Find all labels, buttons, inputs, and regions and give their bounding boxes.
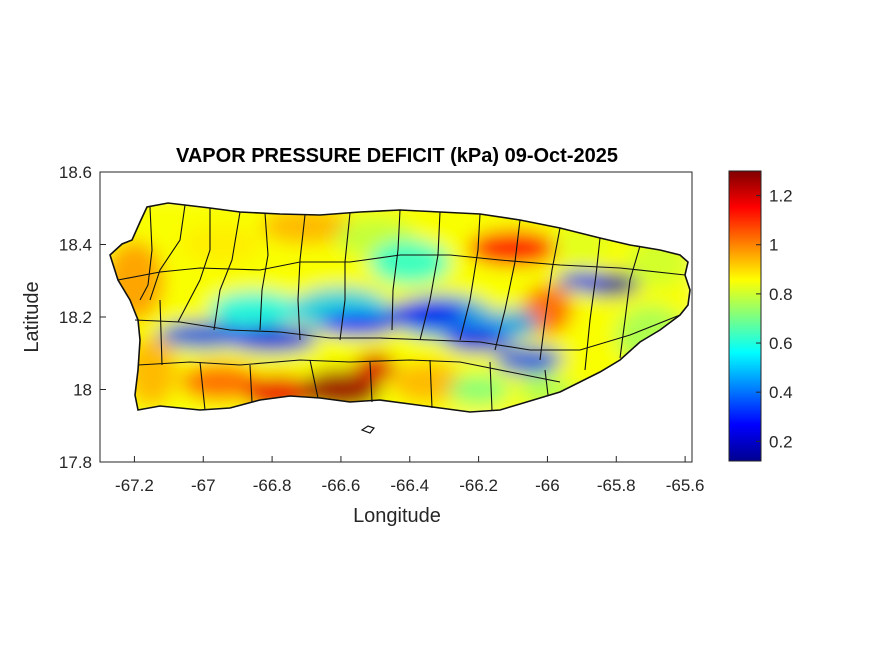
x-tick-label: -66.8 — [253, 476, 292, 495]
colorbar-tick-label: 0.2 — [769, 432, 793, 451]
x-tick-label: -66 — [535, 476, 560, 495]
x-tick-label: -65.6 — [666, 476, 705, 495]
heat-region — [556, 270, 607, 291]
heat-region — [448, 374, 509, 405]
x-tick-label: -67 — [191, 476, 216, 495]
colorbar-tick-label: 1 — [769, 236, 778, 255]
vpd-heatmap — [110, 203, 690, 412]
colorbar-tick-label: 0.6 — [769, 334, 793, 353]
heat-region — [227, 324, 318, 353]
x-tick-label: -66.2 — [459, 476, 498, 495]
y-tick-label: 18.6 — [59, 163, 92, 182]
heat-region — [431, 211, 492, 242]
x-tick-label: -65.8 — [597, 476, 636, 495]
colorbar-tick-label: 1.2 — [769, 187, 793, 206]
colorbar-tick-label: 0.4 — [769, 383, 793, 402]
heat-region — [391, 362, 462, 403]
heat-region — [495, 346, 566, 375]
y-axis-label: Latitude — [21, 281, 43, 352]
y-tick-label: 18.4 — [59, 236, 92, 255]
x-tick-label: -66.4 — [390, 476, 429, 495]
heat-region — [180, 364, 261, 401]
heat-region — [369, 240, 450, 285]
x-tick-label: -66.6 — [322, 476, 361, 495]
x-tick-label: -67.2 — [115, 476, 154, 495]
municipality-borders — [117, 204, 686, 411]
colorbar-tick-label: 0.8 — [769, 285, 793, 304]
x-axis-label: Longitude — [353, 505, 441, 527]
heat-region — [261, 208, 352, 245]
heat-region — [468, 230, 559, 267]
heat-region — [488, 309, 539, 340]
caja-de-muertos-island — [360, 425, 376, 434]
colorbar — [728, 170, 762, 462]
chart-title: VAPOR PRESSURE DEFICIT (kPa) 09-Oct-2025 — [176, 145, 618, 167]
y-tick-label: 18 — [73, 381, 92, 400]
heat-region — [180, 224, 261, 265]
x-axis: -67.2 -67 -66.8 -66.6 -66.4 -66.2 -66 -65.8 -65.… — [115, 456, 704, 495]
heat-region — [158, 321, 249, 350]
heat-region — [355, 352, 396, 383]
y-tick-label: 18.2 — [59, 308, 92, 327]
heat-region — [318, 312, 399, 337]
y-tick-label: 17.8 — [59, 453, 92, 472]
heat-region — [209, 291, 300, 328]
colorbar-ticks: 0.2 0.4 0.6 0.8 1 1.2 — [756, 187, 793, 451]
y-axis: 17.8 18 18.2 18.4 18.6 — [59, 163, 106, 472]
